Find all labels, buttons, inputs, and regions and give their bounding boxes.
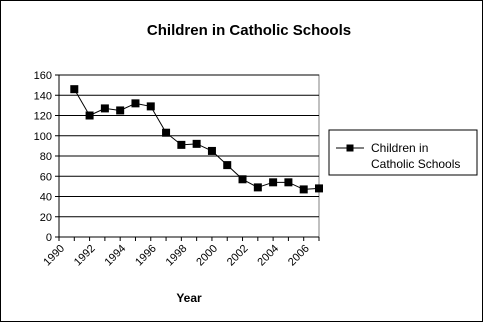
x-tick-label: 1990 (41, 243, 67, 269)
x-tick-label: 2002 (225, 243, 251, 269)
data-point-marker (300, 185, 308, 193)
data-point-marker (254, 183, 262, 191)
x-tick-label: 1998 (164, 243, 190, 269)
legend: Children in Catholic Schools (329, 130, 477, 175)
y-tick-label: 140 (34, 90, 52, 102)
data-point-marker (208, 147, 216, 155)
x-tick-label: 1992 (72, 243, 98, 269)
legend-label-line-2: Catholic Schools (371, 157, 460, 171)
y-tick-label: 40 (40, 192, 52, 204)
data-point-marker (177, 141, 185, 149)
data-point-marker (131, 99, 139, 107)
data-point-marker (162, 129, 170, 137)
y-tick-label: 160 (34, 70, 52, 82)
y-tick-label: 20 (40, 212, 52, 224)
data-point-marker (86, 112, 94, 120)
y-tick-label: 100 (34, 131, 52, 143)
data-point-marker (315, 184, 323, 192)
data-point-marker (239, 175, 247, 183)
data-point-marker (116, 106, 124, 114)
y-tick-label: 80 (40, 151, 52, 163)
x-axis-label: Year (176, 291, 202, 305)
data-point-marker (147, 102, 155, 110)
data-point-marker (284, 178, 292, 186)
chart-title: Children in Catholic Schools (147, 22, 351, 39)
data-point-marker (193, 140, 201, 148)
legend-label-line-1: Children in (371, 141, 428, 155)
x-tick-label: 1996 (133, 243, 159, 269)
x-tick-label: 2006 (286, 243, 312, 269)
x-tick-label: 2004 (255, 243, 281, 269)
data-point-marker (101, 104, 109, 112)
legend-marker (347, 145, 354, 152)
data-point-marker (269, 178, 277, 186)
x-axis-ticks: 1990 1992 1994 1996 1998 2000 2002 2004 2006 (41, 237, 319, 268)
data-point-marker (223, 161, 231, 169)
x-tick-label: 1994 (102, 243, 128, 269)
y-tick-label: 60 (40, 171, 52, 183)
x-tick-label: 2000 (194, 243, 220, 269)
y-tick-label: 120 (34, 111, 52, 123)
data-point-marker (70, 85, 78, 93)
y-tick-label: 0 (46, 232, 52, 244)
